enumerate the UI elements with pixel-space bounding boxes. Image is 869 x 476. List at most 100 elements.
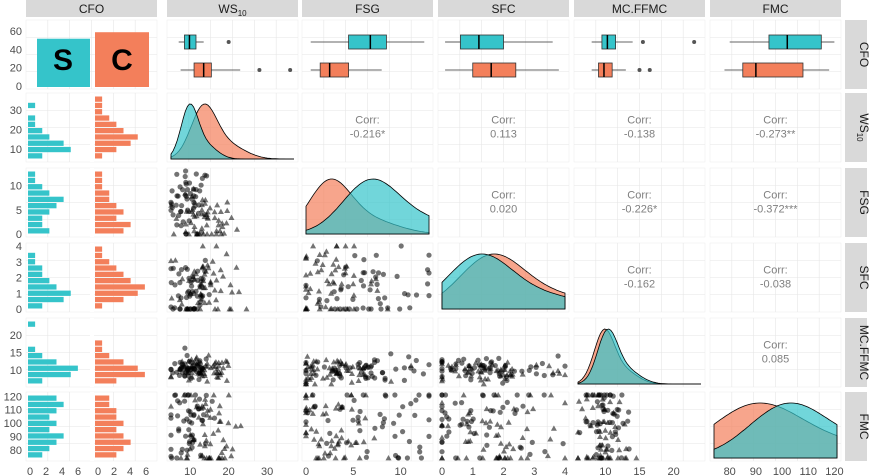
point-S <box>487 370 493 376</box>
hist-bar-S <box>28 408 57 414</box>
point-C <box>206 299 213 305</box>
hist-bar-S <box>28 445 50 452</box>
point-C <box>212 359 219 365</box>
point-C <box>303 429 309 435</box>
point-C <box>575 429 581 435</box>
point-C <box>518 455 525 461</box>
point-S <box>388 351 394 357</box>
point-S <box>379 424 385 430</box>
point-S <box>203 392 209 398</box>
hist-bar-S <box>28 278 50 284</box>
point-S <box>168 280 174 286</box>
point-C <box>207 278 214 285</box>
point-S <box>204 173 210 179</box>
point-C <box>485 365 492 371</box>
strip-label-subscript: 10 <box>238 9 247 18</box>
x-tick-label: 120 <box>825 466 843 476</box>
point-S <box>184 447 190 453</box>
point-C <box>479 417 486 424</box>
point-S <box>175 398 181 404</box>
point-C <box>198 211 205 217</box>
point-C <box>373 275 379 282</box>
point-S <box>172 361 178 367</box>
hist-bar-C <box>95 259 110 265</box>
y-tick-label: 10 <box>10 144 22 156</box>
point-C <box>210 392 217 398</box>
point-C <box>218 449 225 455</box>
point-C <box>533 361 540 368</box>
panel-mc-ffmc-mc-ffmc <box>573 317 706 388</box>
point-C <box>327 306 334 312</box>
outlier <box>257 68 262 72</box>
point-S <box>609 434 616 440</box>
point-S <box>201 412 207 418</box>
point-S <box>460 416 466 422</box>
point-C <box>623 445 630 452</box>
point-S <box>426 362 432 368</box>
point-S <box>366 306 372 312</box>
hist-bar-C <box>95 284 145 290</box>
point-C <box>207 440 214 447</box>
point-C <box>228 452 235 459</box>
point-C <box>316 442 323 449</box>
point-C <box>384 306 391 312</box>
point-C <box>363 364 370 370</box>
x-tick-label: 10 <box>599 466 611 476</box>
point-C <box>323 248 330 254</box>
corr-value: -0.226* <box>622 204 658 216</box>
point-C <box>362 392 369 398</box>
point-C <box>182 221 189 227</box>
point-C <box>181 392 188 398</box>
point-S <box>381 416 387 422</box>
point-C <box>225 419 232 426</box>
point-S <box>439 404 445 410</box>
hist-bar-C <box>95 427 117 433</box>
point-C <box>439 360 445 367</box>
box-S <box>184 34 197 50</box>
point-C <box>198 281 205 287</box>
point-C <box>199 292 205 298</box>
strip-label: SFC <box>492 2 516 16</box>
point-C <box>496 455 503 461</box>
point-S <box>426 270 432 276</box>
point-C <box>336 438 342 444</box>
point-C <box>201 431 208 437</box>
point-C <box>550 369 557 376</box>
point-C <box>204 363 211 369</box>
x-tick-label: 10 <box>394 466 406 476</box>
point-C <box>323 356 330 363</box>
point-C <box>207 414 214 420</box>
strip-background <box>574 0 705 17</box>
panel-mc-ffmc-fsg <box>301 317 434 388</box>
point-S <box>406 354 412 360</box>
strip-top-cfo: CFO <box>26 0 157 17</box>
point-S <box>396 412 402 418</box>
point-C <box>193 403 200 410</box>
point-S <box>186 440 192 447</box>
point-S <box>426 433 432 439</box>
point-S <box>192 392 198 398</box>
point-C <box>633 455 640 461</box>
point-S <box>176 212 182 219</box>
point-C <box>187 445 194 452</box>
point-C <box>224 358 231 365</box>
box-C <box>193 62 212 78</box>
point-C <box>606 455 613 461</box>
point-C <box>467 428 474 435</box>
point-C <box>445 362 452 368</box>
point-S <box>169 188 175 194</box>
hist-bar-C <box>95 146 117 153</box>
hist-bar-S <box>28 303 43 309</box>
point-S <box>168 266 174 272</box>
panel-cfo-fmc <box>709 19 842 90</box>
point-S <box>562 363 568 369</box>
point-S <box>174 171 180 177</box>
point-S <box>177 280 183 286</box>
hist-bar-S <box>28 420 57 426</box>
point-C <box>197 453 204 459</box>
point-S <box>380 271 386 277</box>
point-C <box>460 392 467 398</box>
hist-bar-S <box>28 209 50 215</box>
